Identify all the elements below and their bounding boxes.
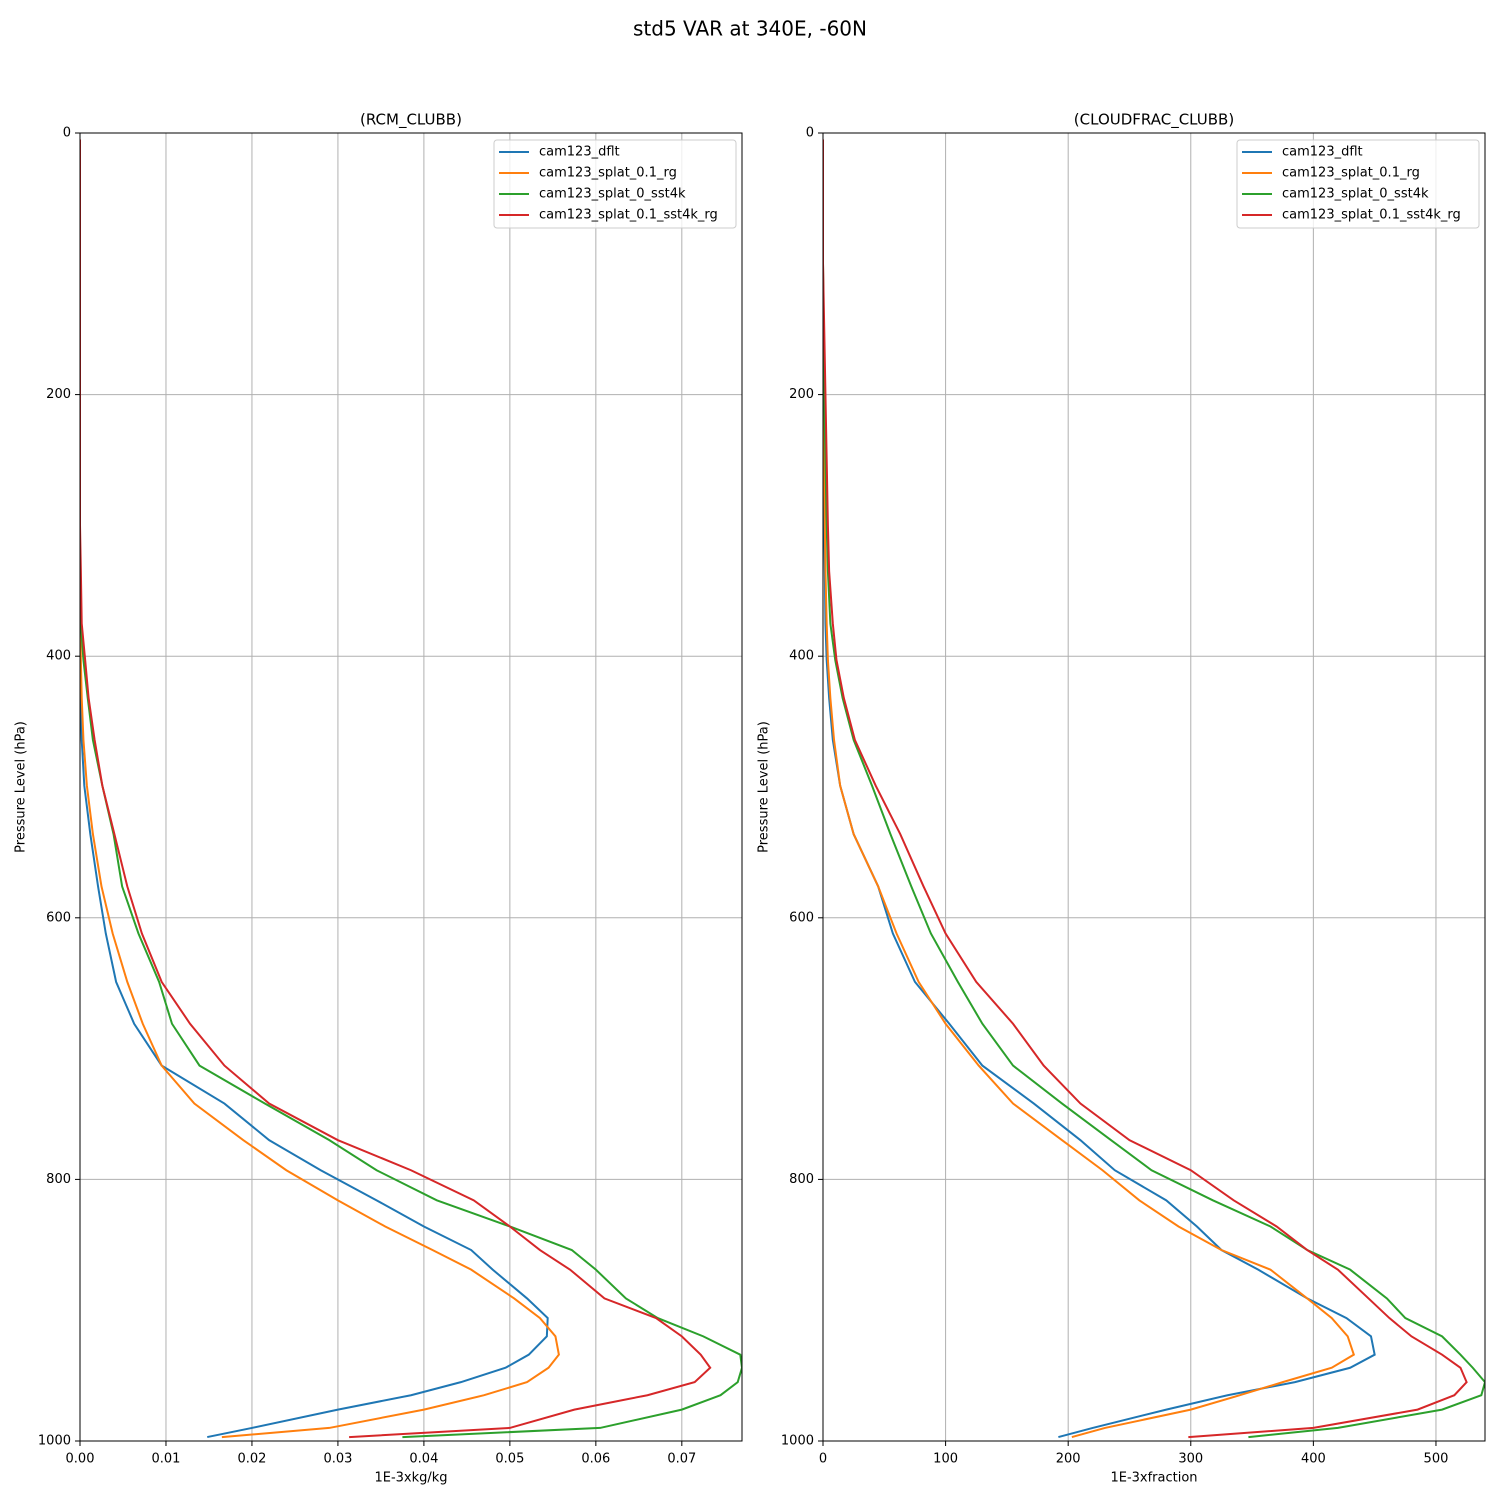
x-tick-label: 0.07 bbox=[667, 1452, 696, 1467]
x-tick-label: 100 bbox=[933, 1452, 958, 1467]
legend-label: cam123_splat_0.1_rg bbox=[1282, 166, 1420, 181]
y-tick-label: 1000 bbox=[781, 1434, 814, 1449]
legend: cam123_dflt cam123_splat_0.1_rg cam123_spl… bbox=[1236, 139, 1480, 229]
figure-title: std5 VAR at 340E, -60N bbox=[633, 17, 867, 41]
x-tick-label: 300 bbox=[1178, 1452, 1203, 1467]
series-line bbox=[823, 139, 1485, 1439]
subplot: (RCM_CLUBB) 0.00 0.01 0.02 0.03 0.04 0.05 0.06 0… bbox=[14, 111, 743, 1486]
y-axis-label: Pressure Level (hPa) bbox=[757, 721, 772, 853]
legend-label: cam123_dflt bbox=[539, 145, 620, 160]
x-axis-label: 1E-3xfraction bbox=[1110, 1471, 1197, 1486]
series-line bbox=[823, 139, 1356, 1439]
x-tick-label: 400 bbox=[1301, 1452, 1326, 1467]
y-axis-label: Pressure Level (hPa) bbox=[14, 721, 29, 853]
x-tick-label: 0.05 bbox=[495, 1452, 524, 1467]
subplot-title: (CLOUDFRAC_CLUBB) bbox=[1074, 111, 1234, 130]
y-tick-label: 0 bbox=[806, 126, 814, 141]
series-line bbox=[80, 139, 712, 1439]
legend-label: cam123_splat_0.1_sst4k_rg bbox=[1282, 208, 1461, 223]
y-tick-label: 1000 bbox=[38, 1434, 71, 1449]
legend-label: cam123_dflt bbox=[1282, 145, 1363, 160]
legend-label: cam123_splat_0_sst4k bbox=[1282, 187, 1429, 202]
x-tick-label: 0.06 bbox=[581, 1452, 610, 1467]
series-line bbox=[80, 139, 549, 1439]
series-line bbox=[80, 139, 560, 1439]
axes-frame bbox=[79, 132, 743, 1442]
legend: cam123_dflt cam123_splat_0.1_rg cam123_spl… bbox=[493, 139, 737, 229]
x-tick-label: 0.02 bbox=[237, 1452, 266, 1467]
y-tick-label: 600 bbox=[46, 910, 71, 925]
legend-box bbox=[493, 139, 737, 229]
x-tick-label: 0 bbox=[819, 1452, 827, 1467]
y-tick-label: 400 bbox=[789, 649, 814, 664]
subplot: (CLOUDFRAC_CLUBB) 0 100 200 300 400 500 0 200 400… bbox=[757, 111, 1486, 1486]
axes-frame bbox=[822, 132, 1486, 1442]
y-tick-label: 800 bbox=[789, 1172, 814, 1187]
series-line bbox=[823, 139, 1468, 1439]
y-tick-label: 200 bbox=[46, 387, 71, 402]
x-tick-label: 0.00 bbox=[66, 1452, 95, 1467]
x-tick-label: 0.03 bbox=[323, 1452, 352, 1467]
x-axis-label: 1E-3xkg/kg bbox=[374, 1471, 447, 1486]
series-line bbox=[823, 139, 1376, 1439]
legend-box bbox=[1236, 139, 1480, 229]
y-tick-label: 600 bbox=[789, 910, 814, 925]
x-tick-label: 0.04 bbox=[409, 1452, 438, 1467]
y-tick-label: 0 bbox=[63, 126, 71, 141]
x-tick-label: 200 bbox=[1056, 1452, 1081, 1467]
series-line bbox=[80, 139, 742, 1439]
y-tick-label: 400 bbox=[46, 649, 71, 664]
subplot-title: (RCM_CLUBB) bbox=[360, 111, 462, 130]
legend-label: cam123_splat_0.1_sst4k_rg bbox=[539, 208, 718, 223]
legend-label: cam123_splat_0.1_rg bbox=[539, 166, 677, 181]
x-tick-label: 0.01 bbox=[151, 1452, 180, 1467]
x-tick-label: 500 bbox=[1424, 1452, 1449, 1467]
y-tick-label: 800 bbox=[46, 1172, 71, 1187]
legend-label: cam123_splat_0_sst4k bbox=[539, 187, 686, 202]
y-tick-label: 200 bbox=[789, 387, 814, 402]
